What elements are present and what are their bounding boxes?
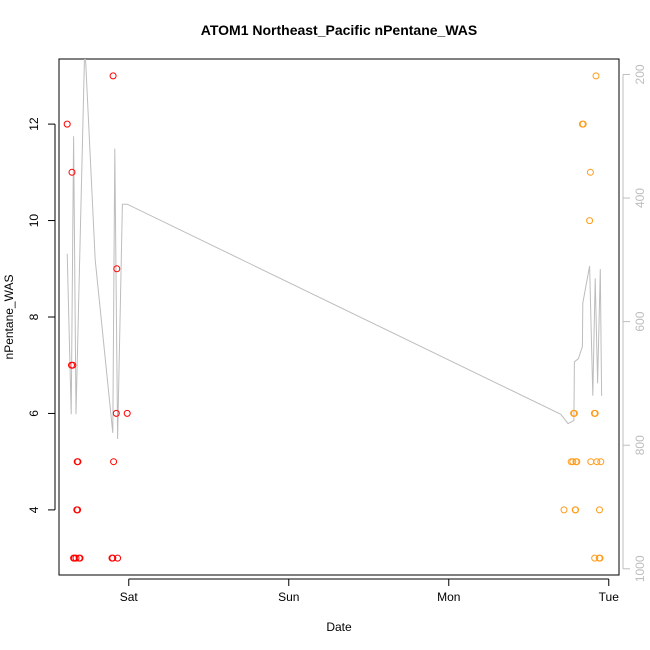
- data-point-series-1: [109, 72, 117, 80]
- data-point-series-2: [592, 72, 600, 80]
- data-point-series-1: [76, 554, 84, 562]
- axes-layer: Sat Sun Mon Tue 4 6 8 10 12 200 400 600 800 1000: [27, 64, 647, 604]
- data-point-series-1: [69, 361, 77, 369]
- right-tick-label: 600: [633, 311, 647, 331]
- right-tick-label: 1000: [633, 555, 647, 582]
- data-point-series-1: [68, 168, 76, 176]
- y-tick-label: 8: [27, 313, 41, 320]
- right-tick-label: 800: [633, 435, 647, 455]
- data-point-series-1: [74, 458, 82, 466]
- data-point-series-2: [570, 409, 578, 417]
- data-point-series-1: [74, 506, 82, 514]
- data-point-series-1: [123, 409, 131, 417]
- data-point-series-1: [110, 458, 118, 466]
- data-point-series-2: [593, 458, 601, 466]
- series-line: [66, 59, 603, 440]
- x-tick-label: Mon: [437, 590, 460, 604]
- y-tick-label: 6: [27, 410, 41, 417]
- y-tick-label: 10: [27, 214, 41, 228]
- data-point-series-1: [112, 409, 120, 417]
- data-point-series-1: [113, 265, 121, 273]
- y-axis-label: nPentane_WAS: [2, 275, 16, 360]
- x-axis-label: Date: [326, 620, 352, 634]
- right-tick-label: 400: [633, 188, 647, 208]
- data-point-series-2: [560, 506, 568, 514]
- y-tick-label: 4: [27, 506, 41, 513]
- plot-frame-layer: [58, 58, 620, 576]
- data-point-series-2: [596, 554, 604, 562]
- data-point-series-1: [109, 554, 117, 562]
- data-point-series-2: [579, 120, 587, 128]
- data-point-series-2: [596, 506, 603, 514]
- data-point-series-2: [591, 554, 599, 562]
- data-point-series-1: [114, 554, 122, 562]
- data-point-series-2: [569, 458, 577, 466]
- data-point-series-2: [591, 409, 599, 417]
- line-series-layer: [66, 59, 603, 440]
- data-point-series-2: [573, 458, 581, 466]
- chart-title: ATOM1 Northeast_Pacific nPentane_WAS: [201, 22, 477, 38]
- data-point-series-2: [587, 458, 595, 466]
- right-tick-label: 200: [633, 64, 647, 84]
- x-tick-label: Sun: [278, 590, 299, 604]
- data-point-series-2: [586, 217, 594, 225]
- x-tick-label: Sat: [120, 590, 139, 604]
- plot-frame: [58, 58, 620, 576]
- data-point-series-2: [586, 168, 594, 176]
- y-tick-label: 12: [27, 117, 41, 131]
- data-point-series-1: [63, 120, 71, 128]
- x-tick-label: Tue: [599, 590, 620, 604]
- scatter-points-layer: [63, 72, 605, 562]
- data-point-series-2: [597, 458, 605, 466]
- data-point-series-2: [572, 506, 580, 514]
- data-point-series-1: [72, 554, 80, 562]
